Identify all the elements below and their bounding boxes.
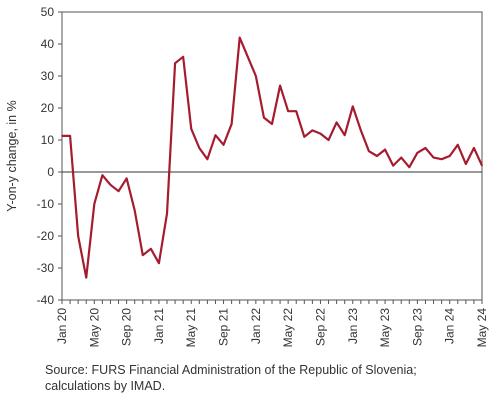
data-point: [481, 164, 483, 167]
data-point: [473, 147, 475, 149]
data-point: [400, 156, 403, 159]
data-point: [448, 155, 451, 157]
x-tick-label: Sep 21: [217, 308, 231, 346]
source-note: Source: FURS Financial Administration of…: [45, 363, 417, 393]
data-point: [327, 139, 330, 141]
data-point: [295, 110, 298, 112]
y-tick-label: -40: [37, 293, 55, 307]
data-point: [343, 134, 346, 136]
x-tick-label: May 24: [475, 308, 489, 348]
y-tick-label: -30: [37, 261, 55, 275]
data-point: [77, 235, 79, 237]
y-tick-label: 10: [41, 133, 55, 147]
x-tick-label: Jan 21: [152, 308, 166, 344]
x-tick-label: Sep 22: [313, 308, 327, 346]
data-point: [158, 262, 160, 265]
y-tick-label: 40: [41, 37, 55, 51]
data-point: [456, 144, 459, 146]
x-tick-label: May 22: [281, 308, 295, 348]
data-point: [351, 105, 354, 108]
data-point: [174, 62, 176, 64]
y-tick-label: -20: [37, 229, 55, 243]
y-tick-label: 30: [41, 69, 55, 83]
data-point: [271, 123, 273, 125]
x-tick-label: Jan 22: [249, 308, 263, 344]
data-point: [214, 134, 217, 136]
plot-border: [61, 11, 483, 301]
x-axis: Jan 20 May 20 Sep 20 Jan 21 May 21 Sep 21 Jan …: [55, 300, 489, 347]
y-tick-label: -10: [37, 197, 55, 211]
data-point: [101, 174, 104, 176]
data-point: [263, 116, 265, 119]
data-point: [303, 136, 306, 138]
data-point: [255, 75, 257, 77]
data-point: [198, 147, 201, 149]
data-point: [230, 123, 233, 125]
data-point: [61, 135, 63, 137]
y-axis-label: Y-on-y change, in %: [5, 100, 19, 211]
x-tick-label: May 20: [87, 308, 101, 348]
data-point: [246, 56, 249, 58]
data-point: [85, 276, 88, 279]
data-point: [319, 132, 322, 135]
y-tick-label: 0: [47, 165, 54, 179]
data-point: [69, 135, 71, 137]
y-tick-label: 50: [41, 5, 55, 19]
x-tick-label: Jan 24: [443, 308, 457, 344]
data-point: [166, 212, 168, 215]
data-point: [182, 56, 184, 58]
data-point: [465, 163, 467, 165]
data-point: [222, 144, 225, 146]
data-point: [408, 166, 411, 168]
data-point: [424, 147, 427, 149]
y-axis: -40 -30 -20 -10 0 10 20 30 40 50: [37, 5, 62, 307]
data-point: [133, 209, 136, 212]
data-point: [238, 36, 241, 39]
data-point: [141, 254, 144, 256]
data-point: [368, 150, 370, 152]
data-point: [117, 190, 120, 192]
data-point: [125, 177, 128, 180]
x-tick-label: Jan 23: [346, 308, 360, 344]
data-point: [432, 156, 435, 159]
data-point: [287, 110, 289, 112]
series-points: [61, 36, 483, 279]
x-tick-label: May 21: [184, 308, 198, 348]
series-line: [62, 36, 483, 279]
data-point: [416, 152, 419, 154]
x-tick-label: Jan 20: [55, 308, 69, 344]
data-point: [392, 164, 394, 167]
data-point: [384, 148, 386, 151]
data-point: [93, 203, 96, 205]
data-point: [150, 248, 152, 250]
x-tick-label: Sep 23: [410, 308, 424, 346]
x-tick-label: May 23: [378, 308, 392, 348]
x-tick-label: Sep 20: [120, 308, 134, 346]
plot-frame: [61, 11, 483, 301]
data-point: [206, 158, 209, 160]
data-point: [376, 155, 378, 157]
y-tick-label: 20: [41, 101, 55, 115]
data-point: [109, 184, 112, 186]
data-point: [335, 121, 338, 124]
data-point: [190, 128, 193, 130]
data-point: [279, 84, 281, 87]
data-point: [440, 158, 443, 160]
data-point: [360, 129, 362, 132]
data-point: [311, 129, 314, 132]
